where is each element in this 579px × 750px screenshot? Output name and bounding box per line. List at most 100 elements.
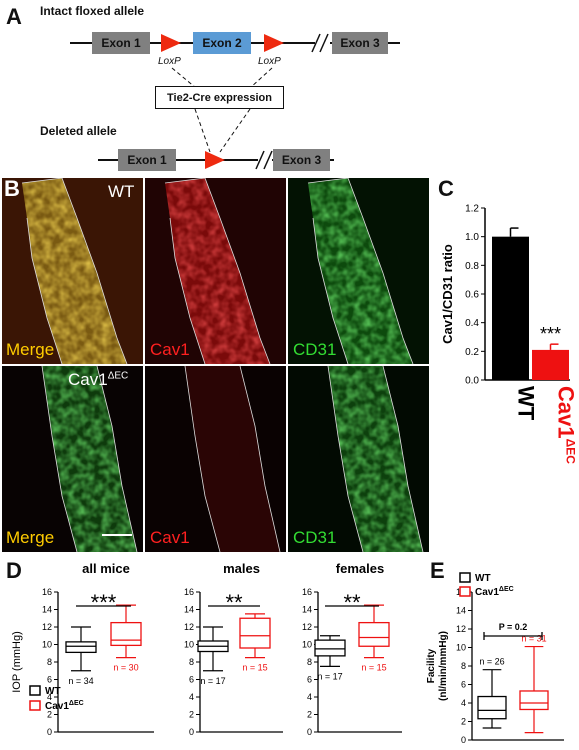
y-axis-label-line2: (nl/min/mmHg) xyxy=(438,631,449,701)
axis-break-icon xyxy=(255,150,273,170)
y-tick-label: 0.0 xyxy=(465,376,479,387)
chart-d-iop: 0 2 4 6 8 10 12 14 16 all mice n = 34 n = 30 *** 0 2 4 6… xyxy=(11,561,402,737)
legend-swatch-cav1 xyxy=(459,586,471,597)
micrograph-ko-merge xyxy=(2,366,143,552)
n-label: n = 17 xyxy=(200,676,225,686)
n-label: n = 31 xyxy=(521,634,546,644)
panel-c-letter: C xyxy=(438,176,454,201)
y-tick-label: 2 xyxy=(47,710,52,720)
label-cav1-ko: Cav1ΔEC xyxy=(68,370,129,389)
chart-title: all mice xyxy=(82,561,130,576)
loxp-triangle-icon xyxy=(205,151,225,169)
box-cav1 xyxy=(358,621,390,647)
box-cav1 xyxy=(110,621,142,647)
legend-swatch-wt xyxy=(459,572,471,583)
bar-cav1 xyxy=(532,349,569,380)
n-label: n = 30 xyxy=(113,663,138,673)
y-axis-label-line1: Facility xyxy=(426,648,437,683)
deleted-allele-line xyxy=(98,159,258,161)
legend-sup: ΔEC xyxy=(69,700,84,707)
p-value-label: P = 0.2 xyxy=(499,622,528,632)
loxp-triangle-icon xyxy=(264,34,284,52)
y-tick-label: 10 xyxy=(42,640,52,650)
chart-title: males xyxy=(223,561,260,576)
panel-b-letter: B xyxy=(4,176,20,201)
y-tick-label: 4 xyxy=(307,692,312,702)
y-tick-label: 0.4 xyxy=(465,318,479,329)
significance-stars: *** xyxy=(91,590,117,615)
floxed-allele-title: Intact floxed allele xyxy=(40,4,145,18)
micrograph-ko-cd31 xyxy=(288,366,429,552)
legend-swatch-wt xyxy=(29,685,41,696)
y-axis-label: Cav1/CD31 ratio xyxy=(440,244,455,344)
legend-label-cav1: Cav1ΔEC xyxy=(45,700,84,712)
box-cav1 xyxy=(519,690,549,711)
y-tick-label: 6 xyxy=(307,675,312,685)
loxp-label-left: LoxP xyxy=(158,56,181,67)
significance-stars: ** xyxy=(225,590,243,615)
label-wt: WT xyxy=(108,182,135,201)
y-tick-label: 0 xyxy=(189,727,194,737)
loxp-label-right: LoxP xyxy=(258,56,281,67)
legend-label-wt: WT xyxy=(45,686,61,697)
x-tick-label-cav1: Cav1ΔEC xyxy=(554,386,579,464)
y-tick-label: 8 xyxy=(189,657,194,667)
y-tick-label: 12 xyxy=(42,622,52,632)
n-label: n = 15 xyxy=(242,663,267,673)
y-tick-label: 14 xyxy=(42,605,52,615)
y-tick-label: 10 xyxy=(456,643,466,653)
y-tick-label: 0.2 xyxy=(465,347,479,358)
y-tick-label: 4 xyxy=(461,698,466,708)
y-tick-label: 0 xyxy=(47,727,52,737)
legend-label-wt: WT xyxy=(475,573,491,584)
y-tick-label: 6 xyxy=(47,675,52,685)
bar-wt xyxy=(492,236,529,380)
micrograph-ko-cav1 xyxy=(145,366,286,552)
label-cd31-top: CD31 xyxy=(293,340,337,359)
box-cav1 xyxy=(239,617,271,649)
n-label: n = 26 xyxy=(479,657,504,667)
legend-swatch-cav1 xyxy=(29,700,41,711)
n-label: n = 15 xyxy=(361,663,386,673)
legend-label-cav1: Cav1ΔEC xyxy=(475,586,514,598)
label-cav1-bottom: Cav1 xyxy=(150,528,190,547)
box-wt xyxy=(477,695,507,720)
y-tick-label: 10 xyxy=(184,640,194,650)
y-tick-label: 4 xyxy=(47,692,52,702)
chart-e-facility: 0246810121416n = 26n = 31P = 0.2Facility… xyxy=(426,572,564,745)
micrograph-wt-merge xyxy=(2,178,143,364)
micrograph-wt-cd31 xyxy=(288,178,429,364)
y-tick-label: 16 xyxy=(42,587,52,597)
y-tick-label: 1.2 xyxy=(465,204,479,215)
exon-2-box: Exon 2 xyxy=(193,32,251,54)
exon-1-box-deleted: Exon 1 xyxy=(118,149,176,171)
y-tick-label: 0.6 xyxy=(465,290,479,301)
y-tick-label: 16 xyxy=(184,587,194,597)
panel-e-letter: E xyxy=(430,558,445,583)
label-cav1-top: Cav1 xyxy=(150,340,190,359)
y-tick-label: 2 xyxy=(307,710,312,720)
y-tick-label: 2 xyxy=(189,710,194,720)
chart-c-bar: 0.0 0.2 0.4 0.6 0.8 1.0 1.2 Cav1/CD31 ratio *** W… xyxy=(440,204,579,465)
y-tick-label: 14 xyxy=(184,605,194,615)
label-merge-bottom: Merge xyxy=(6,528,55,547)
y-tick-label: 0 xyxy=(307,727,312,737)
y-axis-label: IOP (mmHg) xyxy=(11,631,23,693)
exon-3-box: Exon 3 xyxy=(332,32,388,54)
y-tick-label: 8 xyxy=(47,657,52,667)
y-tick-label: 8 xyxy=(461,661,466,671)
x-tick-label-wt: WT xyxy=(514,386,539,421)
significance-stars: *** xyxy=(540,324,561,344)
n-label: n = 17 xyxy=(317,671,342,681)
label-cd31-bottom: CD31 xyxy=(293,528,337,547)
y-tick-label: 14 xyxy=(456,606,466,616)
y-tick-label: 12 xyxy=(184,622,194,632)
legend-sup: ΔEC xyxy=(499,586,514,593)
y-tick-label: 16 xyxy=(302,587,312,597)
x-tick-label-sup: ΔEC xyxy=(564,439,578,465)
significance-stars: ** xyxy=(343,590,361,615)
n-label: n = 34 xyxy=(68,676,93,686)
micrograph-wt-cav1 xyxy=(145,178,286,364)
panel-d-letter: D xyxy=(6,558,22,583)
floxed-allele-line xyxy=(70,42,315,44)
